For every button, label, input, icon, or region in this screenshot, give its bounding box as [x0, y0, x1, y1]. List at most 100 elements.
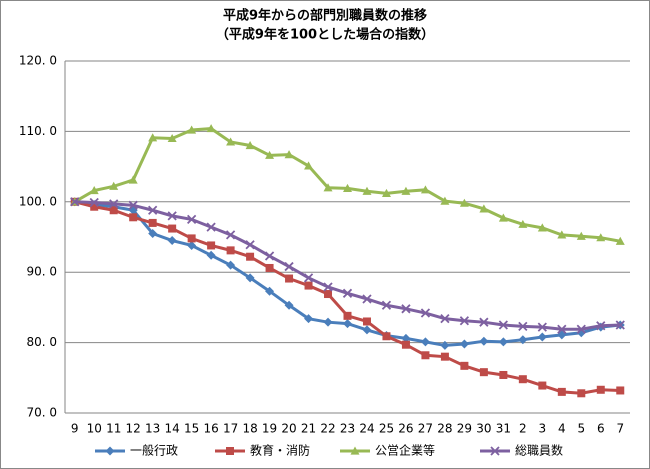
marker	[343, 319, 352, 329]
marker	[265, 150, 275, 159]
y-tick-label: 80. 0	[26, 335, 57, 349]
marker	[284, 261, 294, 272]
marker	[148, 205, 158, 215]
x-tick-label: 28	[437, 422, 452, 436]
marker	[128, 175, 138, 184]
marker	[498, 337, 508, 347]
y-tick-label: 120. 0	[19, 54, 57, 68]
marker	[245, 240, 255, 250]
marker	[362, 317, 371, 326]
marker	[479, 368, 488, 377]
marker	[304, 161, 314, 170]
marker	[265, 263, 274, 272]
marker	[420, 308, 431, 318]
marker	[89, 186, 99, 195]
marker	[518, 321, 528, 332]
marker	[148, 228, 158, 238]
marker	[537, 322, 547, 332]
x-tick-label: 22	[320, 422, 335, 436]
marker	[284, 150, 294, 159]
x-tick-label: 18	[242, 422, 257, 436]
marker	[226, 447, 234, 455]
chart-subtitle: （平成9年を100とした場合の指数）	[216, 27, 434, 43]
y-tick-label: 90. 0	[26, 265, 57, 279]
marker	[557, 387, 566, 396]
x-tick-label: 10	[87, 422, 102, 436]
x-tick-label: 15	[184, 422, 199, 436]
marker	[576, 231, 586, 240]
x-tick-label: 26	[398, 422, 413, 436]
marker	[421, 351, 430, 360]
legend-label: 公営企業等	[375, 443, 435, 458]
x-tick-label: 7	[616, 422, 624, 436]
marker	[206, 222, 216, 232]
marker	[343, 311, 352, 320]
marker	[596, 321, 606, 331]
marker	[362, 325, 372, 335]
marker	[538, 381, 547, 390]
marker	[109, 181, 119, 190]
marker	[148, 218, 157, 227]
marker	[499, 370, 508, 379]
marker	[518, 375, 527, 384]
marker	[304, 281, 313, 290]
marker	[187, 240, 197, 250]
marker	[459, 316, 470, 326]
marker	[596, 233, 606, 242]
y-tick-label: 70. 0	[26, 406, 57, 420]
marker	[207, 241, 216, 250]
marker	[440, 196, 450, 205]
x-tick-label: 31	[496, 422, 511, 436]
x-tick-label: 24	[359, 422, 374, 436]
marker	[226, 137, 236, 146]
marker	[264, 251, 275, 261]
marker	[167, 133, 177, 143]
x-tick-label: 27	[418, 422, 433, 436]
marker	[245, 140, 255, 150]
marker	[616, 386, 625, 395]
x-tick-label: 20	[281, 422, 296, 436]
marker	[401, 340, 410, 349]
marker	[440, 340, 450, 350]
legend-label: 教育・消防	[250, 443, 310, 458]
marker	[401, 304, 411, 314]
x-tick-label: 29	[457, 422, 472, 436]
marker	[129, 213, 138, 222]
marker	[490, 446, 500, 456]
marker	[168, 224, 177, 233]
marker	[420, 337, 430, 347]
marker	[187, 125, 197, 134]
marker	[615, 236, 625, 245]
marker	[89, 197, 99, 208]
marker	[350, 446, 360, 455]
y-tick-label: 110. 0	[19, 124, 57, 138]
marker	[459, 339, 469, 349]
marker	[576, 324, 586, 334]
marker	[479, 204, 489, 213]
marker	[284, 300, 294, 310]
marker	[537, 332, 547, 342]
marker	[167, 211, 177, 221]
marker	[128, 200, 138, 210]
marker	[498, 213, 508, 222]
marker	[401, 186, 411, 195]
x-tick-label: 16	[203, 422, 218, 436]
marker	[285, 274, 294, 283]
marker	[148, 133, 158, 142]
x-tick-label: 9	[71, 422, 79, 436]
marker	[90, 202, 99, 211]
marker	[479, 336, 489, 346]
marker	[265, 286, 275, 296]
marker	[596, 385, 605, 394]
x-tick-label: 25	[379, 422, 394, 436]
marker	[381, 188, 391, 197]
marker	[382, 332, 391, 341]
x-tick-label: 19	[262, 422, 277, 436]
marker	[206, 124, 216, 133]
marker	[381, 300, 392, 310]
marker	[206, 250, 216, 260]
marker	[460, 361, 469, 370]
marker	[70, 197, 80, 207]
